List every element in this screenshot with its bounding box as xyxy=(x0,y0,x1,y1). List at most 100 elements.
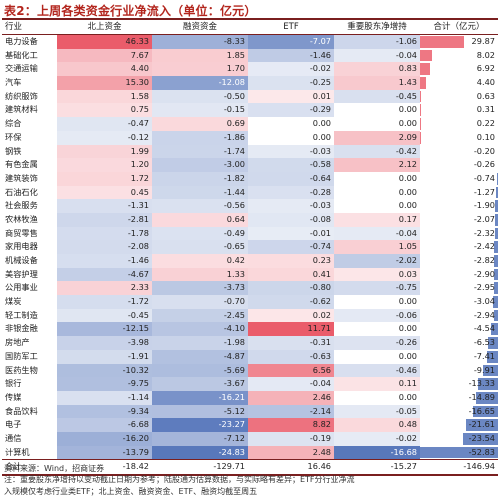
table-total-row: 合计 -18.42 -129.71 16.46 -15.27 -146.94 xyxy=(2,459,498,476)
total-bar xyxy=(483,364,498,377)
industry-name: 商贸零售 xyxy=(5,227,38,238)
total-bar xyxy=(478,378,498,390)
cell-northbound: 1.72 xyxy=(57,171,152,186)
cell-northbound: -0.47 xyxy=(57,117,152,131)
cell-margin: -1.74 xyxy=(152,144,248,159)
footnote-line-1: 注：重要股东净增持以变动截止日期为参考；陆股通为估算数据，与实际略有差异；ETF… xyxy=(4,475,355,485)
total-bar xyxy=(420,77,427,89)
cell-margin: -3.00 xyxy=(152,158,248,172)
cell-northbound: -9.75 xyxy=(57,377,152,391)
cell-shareholder: 0.00 xyxy=(398,118,417,129)
cell-shareholder: -0.04 xyxy=(334,48,420,63)
total-value: 4.40 xyxy=(476,77,495,88)
total-value: -2.42 xyxy=(473,241,495,252)
industry-name: 建筑装饰 xyxy=(5,172,38,183)
cell-etf: -1.46 xyxy=(248,48,334,63)
industry-name: 医药生物 xyxy=(5,364,38,375)
cell-margin: 1.70 xyxy=(152,62,248,77)
cell-etf: -7.07 xyxy=(248,35,334,49)
total-value: -0.20 xyxy=(473,145,495,156)
cell-margin: -0.70 xyxy=(152,295,248,309)
total-label: 合计 xyxy=(5,461,22,472)
cell-northbound: 0.45 xyxy=(57,185,152,200)
cell-margin: 0.69 xyxy=(152,117,248,131)
cell-margin: -24.83 xyxy=(152,445,248,460)
table-title: 表2：上周各类资金行业净流入（单位：亿元） xyxy=(4,4,257,18)
industry-name: 有色金属 xyxy=(5,159,38,170)
table-row: 纺织服饰 1.58 -0.50 0.01 -0.45 0.63 xyxy=(2,89,498,104)
total-value: -52.83 xyxy=(468,446,495,457)
cell-etf: -0.03 xyxy=(248,144,334,159)
cell-shareholder: -0.46 xyxy=(334,363,420,378)
cell-northbound: -16.20 xyxy=(57,431,152,446)
total-bar xyxy=(493,309,498,322)
cell-shareholder: 0.00 xyxy=(398,350,417,361)
cell-shareholder: 1.43 xyxy=(334,76,420,90)
industry-name: 建筑材料 xyxy=(5,104,38,115)
total-value: 8.02 xyxy=(476,49,495,60)
cell-northbound: -1.72 xyxy=(57,295,152,309)
total-bar xyxy=(491,323,498,336)
cell-total: -52.83 xyxy=(420,446,498,460)
cell-etf: -0.19 xyxy=(248,431,334,446)
total-value: -16.65 xyxy=(468,405,495,416)
table-row: 电力设备 46.33 -8.33 -7.07 -1.06 29.87 xyxy=(2,35,498,49)
total-shareholder: -15.27 xyxy=(390,461,417,472)
cell-northbound: -10.32 xyxy=(57,363,152,378)
header-shareholder: 重要股东净增持 xyxy=(347,22,407,32)
cell-northbound: -1.31 xyxy=(57,199,152,213)
industry-name: 农林牧渔 xyxy=(5,213,38,224)
cell-shareholder: -0.06 xyxy=(334,308,420,323)
table-row: 国防军工 -1.91 -4.87 -0.63 0.00 -7.41 xyxy=(2,349,498,364)
cell-shareholder: 0.00 xyxy=(398,200,417,211)
total-bar xyxy=(487,350,498,363)
cell-margin: -4.87 xyxy=(152,349,248,364)
total-value: -0.74 xyxy=(473,172,495,183)
cell-etf: 0.00 xyxy=(312,118,331,129)
total-value: -6.53 xyxy=(473,337,495,348)
table-row: 公用事业 2.33 -3.73 -0.80 -0.75 -2.95 xyxy=(2,281,498,296)
total-value: -2.95 xyxy=(473,282,495,293)
table-row: 钢铁 1.99 -1.74 -0.03 -0.42 -0.20 xyxy=(2,144,498,159)
cell-margin: -4.10 xyxy=(152,322,248,337)
cell-etf: 8.82 xyxy=(248,418,334,432)
cell-etf: 2.48 xyxy=(248,445,334,460)
cell-etf: -0.29 xyxy=(248,103,334,118)
cell-total: -2.32 xyxy=(420,227,498,241)
cell-shareholder: -16.68 xyxy=(334,445,420,460)
cell-shareholder: -0.04 xyxy=(334,226,420,241)
table-row: 社会服务 -1.31 -0.56 -0.03 0.00 -1.90 xyxy=(2,199,498,213)
total-bar xyxy=(420,90,421,103)
industry-name: 公用事业 xyxy=(5,282,38,293)
cell-shareholder: -0.02 xyxy=(334,431,420,446)
cell-total: -6.53 xyxy=(420,336,498,350)
industry-name: 电力设备 xyxy=(5,36,38,46)
cell-northbound: -9.34 xyxy=(57,404,152,419)
total-value: -14.89 xyxy=(468,391,495,402)
table-row: 医药生物 -10.32 -5.69 6.56 -0.46 -9.91 xyxy=(2,363,498,378)
cell-northbound: 1.58 xyxy=(57,89,152,104)
total-value: -2.32 xyxy=(473,227,495,238)
cell-shareholder: -0.26 xyxy=(334,336,420,350)
table-row: 电子 -6.68 -23.27 8.82 0.48 -21.61 xyxy=(2,418,498,432)
total-bar xyxy=(496,172,498,185)
cell-northbound: -1.46 xyxy=(57,254,152,268)
industry-name: 家用电器 xyxy=(5,241,38,252)
cell-total: -0.20 xyxy=(420,145,498,159)
cell-margin: -1.86 xyxy=(152,130,248,145)
cell-total: -1.27 xyxy=(420,186,498,200)
cell-total: -0.26 xyxy=(420,158,498,172)
cell-etf: -0.28 xyxy=(248,185,334,200)
cell-shareholder: -0.42 xyxy=(334,144,420,159)
cell-shareholder: 0.00 xyxy=(398,186,417,197)
industry-name: 美容护理 xyxy=(5,268,38,279)
total-bar xyxy=(420,63,431,76)
industry-name: 计算机 xyxy=(5,446,30,457)
total-etf: 16.46 xyxy=(307,461,331,472)
cell-etf: -0.80 xyxy=(248,281,334,296)
source-note: 资料来源：Wind，招商证券 xyxy=(4,464,105,473)
cell-margin: -5.12 xyxy=(152,404,248,419)
cell-shareholder: 1.05 xyxy=(334,240,420,254)
cell-northbound: -0.12 xyxy=(57,130,152,145)
industry-name: 轻工制造 xyxy=(5,309,38,320)
